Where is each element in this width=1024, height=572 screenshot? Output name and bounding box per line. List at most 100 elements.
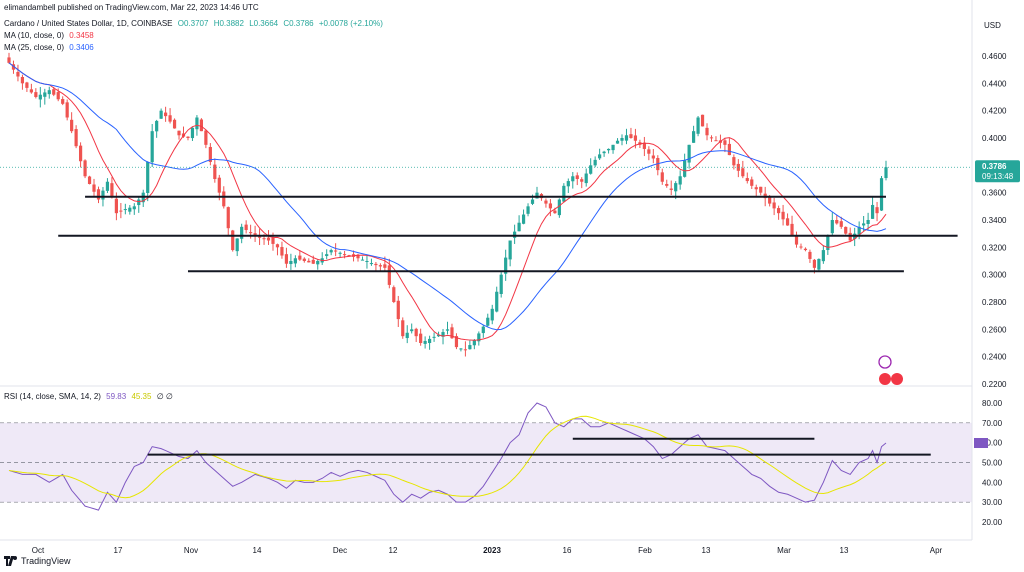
candle-body[interactable] xyxy=(459,348,463,350)
candle-body[interactable] xyxy=(830,220,834,234)
candle-body[interactable] xyxy=(683,160,687,177)
candle-body[interactable] xyxy=(298,255,302,260)
candle-body[interactable] xyxy=(405,332,409,339)
candle-body[interactable] xyxy=(504,257,508,274)
candle-body[interactable] xyxy=(92,184,96,192)
candle-body[interactable] xyxy=(43,92,47,97)
candle-body[interactable] xyxy=(172,119,177,129)
candle-body[interactable] xyxy=(723,140,727,145)
candle-body[interactable] xyxy=(195,117,199,130)
candle-body[interactable] xyxy=(159,110,163,119)
candle-body[interactable] xyxy=(785,218,790,226)
candle-body[interactable] xyxy=(164,112,168,117)
candle-body[interactable] xyxy=(499,274,503,295)
flag-icon[interactable] xyxy=(891,373,903,385)
candle-body[interactable] xyxy=(808,251,812,259)
candle-body[interactable] xyxy=(16,71,20,77)
candle-body[interactable] xyxy=(562,185,566,202)
candle-body[interactable] xyxy=(378,265,382,267)
candle-body[interactable] xyxy=(307,260,311,263)
candle-body[interactable] xyxy=(463,349,467,351)
candle-body[interactable] xyxy=(821,250,825,262)
candle-body[interactable] xyxy=(732,157,736,166)
candle-body[interactable] xyxy=(490,308,494,321)
candle-body[interactable] xyxy=(20,76,25,84)
candle-body[interactable] xyxy=(199,119,204,132)
candle-body[interactable] xyxy=(593,159,597,166)
candle-body[interactable] xyxy=(25,82,29,88)
candle-body[interactable] xyxy=(105,181,110,191)
candle-body[interactable] xyxy=(87,176,92,185)
candle-body[interactable] xyxy=(128,207,132,212)
candle-body[interactable] xyxy=(781,211,785,220)
candle-body[interactable] xyxy=(186,136,190,138)
candle-body[interactable] xyxy=(70,119,74,132)
candle-body[interactable] xyxy=(553,210,557,214)
candle-body[interactable] xyxy=(396,300,400,320)
candle-body[interactable] xyxy=(477,333,481,342)
candle-body[interactable] xyxy=(727,143,731,156)
candle-body[interactable] xyxy=(866,220,870,224)
candle-body[interactable] xyxy=(669,188,673,190)
rsi-ma-line[interactable] xyxy=(8,415,887,499)
candle-body[interactable] xyxy=(589,165,593,174)
candle-body[interactable] xyxy=(700,114,705,127)
candle-body[interactable] xyxy=(383,264,387,268)
candle-body[interactable] xyxy=(266,237,271,241)
candle-body[interactable] xyxy=(213,164,217,179)
flag-icon[interactable] xyxy=(879,373,891,385)
candle-body[interactable] xyxy=(240,226,244,239)
candle-body[interactable] xyxy=(687,144,691,163)
candle-body[interactable] xyxy=(423,340,427,344)
candle-body[interactable] xyxy=(257,236,262,238)
candle-body[interactable] xyxy=(839,221,843,227)
candle-body[interactable] xyxy=(284,254,289,264)
candle-body[interactable] xyxy=(119,210,123,212)
candle-body[interactable] xyxy=(544,200,548,204)
candle-body[interactable] xyxy=(374,263,378,266)
candle-body[interactable] xyxy=(137,199,141,206)
candle-body[interactable] xyxy=(392,287,396,302)
candle-body[interactable] xyxy=(114,198,118,214)
candle-body[interactable] xyxy=(481,326,485,334)
ma10-legend[interactable]: MA (10, close, 0) 0.3458 xyxy=(4,31,97,41)
candle-body[interactable] xyxy=(414,328,418,337)
candle-body[interactable] xyxy=(794,235,799,245)
candle-body[interactable] xyxy=(772,202,776,209)
candle-body[interactable] xyxy=(799,246,803,248)
rsi-pane[interactable] xyxy=(0,402,972,511)
candle-body[interactable] xyxy=(110,183,114,198)
candle-body[interactable] xyxy=(660,172,664,182)
candle-body[interactable] xyxy=(61,99,65,104)
candle-body[interactable] xyxy=(620,138,624,141)
candle-body[interactable] xyxy=(624,135,629,141)
candle-body[interactable] xyxy=(280,247,284,256)
candle-body[interactable] xyxy=(168,115,172,122)
candle-body[interactable] xyxy=(204,130,208,145)
candle-body[interactable] xyxy=(177,130,181,136)
candle-body[interactable] xyxy=(410,329,414,332)
candle-body[interactable] xyxy=(244,224,248,231)
candle-body[interactable] xyxy=(334,250,338,252)
candle-body[interactable] xyxy=(513,231,517,238)
candle-body[interactable] xyxy=(436,334,441,337)
candle-body[interactable] xyxy=(817,258,821,270)
candle-body[interactable] xyxy=(571,176,575,182)
candle-body[interactable] xyxy=(56,92,60,100)
candle-body[interactable] xyxy=(450,327,454,339)
candle-body[interactable] xyxy=(342,254,347,256)
candle-body[interactable] xyxy=(517,222,521,232)
candle-body[interactable] xyxy=(602,151,606,154)
candle-body[interactable] xyxy=(530,199,535,204)
candle-body[interactable] xyxy=(356,254,360,259)
candle-body[interactable] xyxy=(598,154,602,159)
ma10-line[interactable] xyxy=(8,62,887,341)
candle-body[interactable] xyxy=(750,179,754,186)
candle-body[interactable] xyxy=(665,183,669,186)
symbol-legend[interactable]: Cardano / United States Dollar, 1D, COIN… xyxy=(4,19,386,29)
candle-body[interactable] xyxy=(575,175,579,179)
candle-body[interactable] xyxy=(651,155,655,159)
candle-body[interactable] xyxy=(647,149,651,154)
candle-body[interactable] xyxy=(580,179,584,182)
